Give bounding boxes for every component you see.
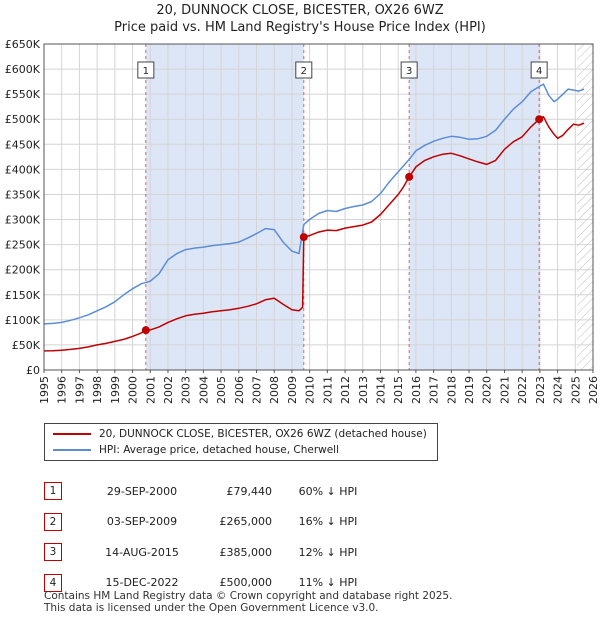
y-tick-label: £0: [26, 364, 40, 377]
x-tick-label: 2022: [516, 376, 529, 404]
x-tick-label: 2002: [162, 376, 175, 404]
sale-number-badge: 1: [44, 482, 62, 501]
x-tick-label: 2009: [286, 376, 299, 404]
sale-hpi-delta: 60% ↓ HPI: [298, 484, 358, 498]
legend-swatch-hpi: [53, 449, 91, 451]
y-tick-label: £550K: [5, 88, 41, 101]
sale-price: £265,000: [219, 515, 273, 529]
table-row: 1 29-SEP-2000 £79,440 60% ↓ HPI: [40, 476, 384, 507]
legend-item-hpi: HPI: Average price, detached house, Cher…: [53, 442, 339, 458]
x-tick-label: 2001: [144, 376, 157, 404]
y-tick-label: £650K: [5, 38, 41, 51]
x-tick-label: 2003: [180, 376, 193, 404]
sale-point: [535, 115, 544, 124]
sales-table: 1 29-SEP-2000 £79,440 60% ↓ HPI 2 03-SEP…: [40, 476, 384, 598]
x-tick-label: 1999: [109, 376, 122, 404]
x-tick-label: 2020: [481, 376, 494, 404]
x-tick-label: 2016: [410, 376, 423, 404]
y-tick-label: £200K: [5, 264, 41, 277]
y-tick-label: £50K: [12, 339, 41, 352]
sale-point: [299, 233, 308, 242]
sale-number-badge: 3: [44, 543, 62, 562]
x-tick-label: 2005: [215, 376, 228, 404]
x-tick-label: 2014: [374, 376, 387, 404]
x-tick-label: 2023: [534, 376, 547, 404]
footer-copyright: Contains HM Land Registry data © Crown c…: [44, 590, 453, 602]
x-tick-label: 2013: [357, 376, 370, 404]
ownership-shade: [145, 44, 304, 370]
x-tick-label: 2008: [268, 376, 281, 404]
sale-number-label: 3: [406, 66, 412, 77]
x-tick-label: 2010: [304, 376, 317, 404]
x-tick-label: 2000: [127, 376, 140, 404]
x-tick-label: 1998: [91, 376, 104, 404]
sale-point: [405, 172, 414, 181]
sale-number-box: [400, 61, 418, 79]
x-tick-label: 2021: [498, 376, 511, 404]
table-row: 3 14-AUG-2015 £385,000 12% ↓ HPI: [40, 537, 384, 568]
chart-subtitle: Price paid vs. HM Land Registry's House …: [114, 20, 486, 35]
x-tick-label: 2024: [552, 376, 565, 404]
y-tick-label: £150K: [5, 289, 41, 302]
footer-licence: This data is licensed under the Open Gov…: [44, 602, 379, 614]
sale-number-box: [530, 61, 548, 79]
hpi-series-line: [43, 83, 585, 325]
chart-title: 20, DUNNOCK CLOSE, BICESTER, OX26 6WZ: [156, 3, 444, 18]
sale-price: £385,000: [219, 545, 273, 559]
x-tick-label: 1997: [73, 376, 86, 404]
sale-number-box: [137, 61, 155, 79]
ownership-shade: [409, 44, 540, 370]
sale-number-label: 4: [536, 66, 542, 77]
sale-date: 14-AUG-2015: [105, 545, 179, 559]
sale-price: £79,440: [226, 484, 273, 498]
plot-frame: [43, 43, 594, 371]
x-tick-label: 2025: [569, 376, 582, 404]
sale-date: 29-SEP-2000: [106, 484, 178, 498]
y-tick-label: £600K: [5, 63, 41, 76]
x-tick-label: 2007: [251, 376, 264, 404]
y-tick-label: £300K: [5, 214, 41, 227]
sale-point: [141, 326, 150, 335]
x-tick-label: 2004: [197, 376, 210, 404]
y-tick-label: £350K: [5, 188, 41, 201]
footer: Contains HM Land Registry data © Crown c…: [44, 590, 452, 614]
sale-number-badge: 2: [44, 512, 62, 531]
x-tick-label: 2015: [392, 376, 405, 404]
sale-price: £500,000: [219, 576, 273, 590]
x-tick-label: 2006: [233, 376, 246, 404]
legend-label-price: 20, DUNNOCK CLOSE, BICESTER, OX26 6WZ (d…: [99, 428, 427, 440]
legend: 20, DUNNOCK CLOSE, BICESTER, OX26 6WZ (d…: [44, 423, 438, 461]
table-row: 4 15-DEC-2022 £500,000 11% ↓ HPI: [40, 568, 384, 599]
sale-number-box: [295, 61, 313, 79]
sale-number-badge: 4: [44, 573, 62, 592]
x-tick-label: 1995: [38, 376, 51, 404]
legend-swatch-price: [53, 433, 91, 435]
x-tick-label: 2017: [428, 376, 441, 404]
sale-hpi-delta: 12% ↓ HPI: [298, 545, 358, 559]
sale-number-label: 1: [143, 66, 149, 77]
legend-label-hpi: HPI: Average price, detached house, Cher…: [99, 444, 340, 456]
sale-date: 15-DEC-2022: [105, 576, 179, 590]
x-tick-label: 2011: [321, 376, 334, 404]
forecast-hatch: [577, 44, 593, 370]
x-tick-label: 2018: [445, 376, 458, 404]
y-tick-label: £400K: [5, 163, 41, 176]
x-tick-label: 2026: [587, 376, 600, 404]
x-tick-label: 2012: [339, 376, 352, 404]
sale-date: 03-SEP-2009: [106, 515, 178, 529]
table-row: 2 03-SEP-2009 £265,000 16% ↓ HPI: [40, 507, 384, 538]
sale-hpi-delta: 11% ↓ HPI: [298, 576, 358, 590]
y-tick-label: £250K: [5, 239, 41, 252]
y-tick-label: £500K: [5, 113, 41, 126]
y-tick-label: £450K: [5, 138, 41, 151]
sale-hpi-delta: 16% ↓ HPI: [298, 515, 358, 529]
x-tick-label: 1996: [56, 376, 69, 404]
legend-item-price: 20, DUNNOCK CLOSE, BICESTER, OX26 6WZ (d…: [53, 426, 427, 442]
y-tick-label: £100K: [5, 314, 41, 327]
price-chart: 1 2 3 4 £0 £50K £100K £150K £200K £250K £300K £350…: [5, 38, 600, 404]
x-tick-label: 2019: [463, 376, 476, 404]
sale-number-label: 2: [301, 66, 307, 77]
